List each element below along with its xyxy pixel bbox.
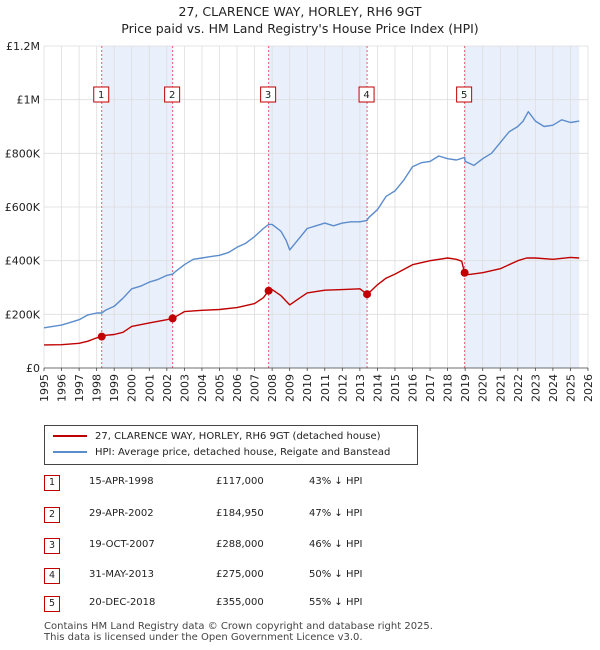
transaction-row: 2 29-APR-2002 £184,950 47% ↓ HPI (44, 507, 464, 523)
transaction-number: 4 (44, 568, 60, 584)
sale-label-box (93, 86, 110, 103)
x-tick-label: 1995 (38, 374, 51, 402)
chart-title-line2: Price paid vs. HM Land Registry's House … (121, 21, 479, 36)
transaction-row: 5 20-DEC-2018 £355,000 55% ↓ HPI (44, 596, 464, 612)
transaction-number: 3 (44, 538, 60, 554)
legend-label-property: 27, CLARENCE WAY, HORLEY, RH6 9GT (detac… (95, 431, 381, 442)
x-tick-label: 1996 (56, 374, 69, 402)
chart-title-line1: 27, CLARENCE WAY, HORLEY, RH6 9GT (178, 4, 422, 19)
x-tick-label: 2020 (477, 374, 490, 402)
sale-label-box (358, 86, 375, 103)
transaction-price: £355,000 (216, 597, 264, 608)
sale-point (460, 268, 469, 277)
x-tick-label: 2003 (178, 374, 191, 402)
y-tick-label: £0 (26, 362, 40, 375)
x-tick-label: 2024 (547, 374, 560, 402)
x-tick-label: 2022 (512, 374, 525, 402)
legend-swatch-hpi (53, 451, 87, 453)
transaction-hpi: 47% ↓ HPI (309, 508, 363, 519)
transaction-row: 1 15-APR-1998 £117,000 43% ↓ HPI (44, 475, 464, 491)
transaction-number: 5 (44, 596, 60, 612)
x-tick-label: 2009 (284, 374, 297, 402)
transaction-hpi: 50% ↓ HPI (309, 569, 363, 580)
transaction-hpi: 46% ↓ HPI (309, 539, 363, 550)
x-tick-label: 2012 (336, 374, 349, 402)
sale-point (264, 286, 273, 295)
hpi-line (43, 111, 580, 329)
x-tick-label: 2007 (249, 374, 262, 402)
y-tick-label: £800K (5, 147, 41, 160)
sale-point (168, 314, 177, 323)
legend-item-property: 27, CLARENCE WAY, HORLEY, RH6 9GT (detac… (53, 431, 381, 442)
x-tick-label: 1999 (108, 374, 121, 402)
transaction-price: £184,950 (216, 508, 264, 519)
y-tick-label: £1.2M (6, 40, 40, 53)
transaction-row: 4 31-MAY-2013 £275,000 50% ↓ HPI (44, 568, 464, 584)
x-tick-label: 2016 (407, 374, 420, 402)
footer-copyright: Contains HM Land Registry data © Crown c… (44, 621, 433, 632)
axes: £0 £200K £400K £600K £800K £1M £1.2M 1995 1996 19… (5, 40, 595, 402)
x-tick-label: 2010 (301, 374, 314, 402)
sale-label: 3 (265, 90, 271, 101)
transaction-date: 29-APR-2002 (89, 508, 154, 519)
y-tick-label: £400K (5, 255, 41, 268)
x-tick-label: 2026 (582, 374, 595, 402)
x-tick-label: 2025 (564, 374, 577, 402)
x-tick-label: 2023 (529, 374, 542, 402)
x-tick-label: 2008 (266, 374, 279, 402)
x-tick-label: 2000 (126, 374, 139, 402)
y-tick-label: £200K (5, 308, 41, 321)
price-chart: 1 2 3 4 5 £0 £200K £400K £600K £800K £1M £1.2M 1995… (5, 40, 595, 402)
transaction-date: 31-MAY-2013 (89, 569, 155, 580)
sale-label-box (456, 86, 473, 103)
y-tick-label: £600K (5, 201, 41, 214)
x-tick-label: 1997 (73, 374, 86, 402)
x-tick-label: 2018 (442, 374, 455, 402)
series-lines (43, 111, 580, 346)
legend-swatch-property (53, 435, 87, 437)
x-tick-label: 2013 (354, 374, 367, 402)
y-tick-label: £1M (17, 94, 41, 107)
transaction-price: £117,000 (216, 476, 264, 487)
x-tick-label: 1998 (91, 374, 104, 402)
sale-label: 4 (363, 90, 369, 101)
x-tick-label: 2019 (459, 374, 472, 402)
property-price-line (43, 256, 580, 346)
legend: 27, CLARENCE WAY, HORLEY, RH6 9GT (detac… (44, 425, 418, 465)
x-tick-label: 2005 (213, 374, 226, 402)
x-tick-label: 2002 (161, 374, 174, 402)
transaction-hpi: 55% ↓ HPI (309, 597, 363, 608)
sale-label: 2 (169, 90, 175, 101)
transaction-date: 15-APR-1998 (89, 476, 154, 487)
sale-label: 5 (461, 90, 467, 101)
x-tick-label: 2004 (196, 374, 209, 402)
transaction-price: £275,000 (216, 569, 264, 580)
x-tick-label: 2021 (494, 374, 507, 402)
footer-licence: This data is licensed under the Open Gov… (44, 632, 363, 643)
transaction-date: 19-OCT-2007 (89, 539, 155, 550)
x-tick-label: 2006 (231, 374, 244, 402)
transaction-hpi: 43% ↓ HPI (309, 476, 363, 487)
transaction-price: £288,000 (216, 539, 264, 550)
x-tick-label: 2015 (389, 374, 402, 402)
x-tick-label: 2011 (319, 374, 332, 402)
sale-points (97, 268, 469, 341)
transaction-number: 1 (44, 475, 60, 491)
x-tick-label: 2001 (143, 374, 156, 402)
transaction-row: 3 19-OCT-2007 £288,000 46% ↓ HPI (44, 538, 464, 554)
x-tick-label: 2017 (424, 374, 437, 402)
legend-label-hpi: HPI: Average price, detached house, Reig… (95, 447, 391, 458)
transaction-date: 20-DEC-2018 (89, 597, 156, 608)
sale-label: 1 (98, 90, 104, 101)
sale-label-box (164, 86, 181, 103)
sale-point (363, 290, 372, 299)
legend-item-hpi: HPI: Average price, detached house, Reig… (53, 447, 390, 458)
sale-labels: 1 2 3 4 5 (93, 86, 473, 103)
sale-point (97, 332, 106, 341)
sale-label-box (260, 86, 277, 103)
x-tick-label: 2014 (371, 374, 384, 402)
transaction-number: 2 (44, 507, 60, 523)
